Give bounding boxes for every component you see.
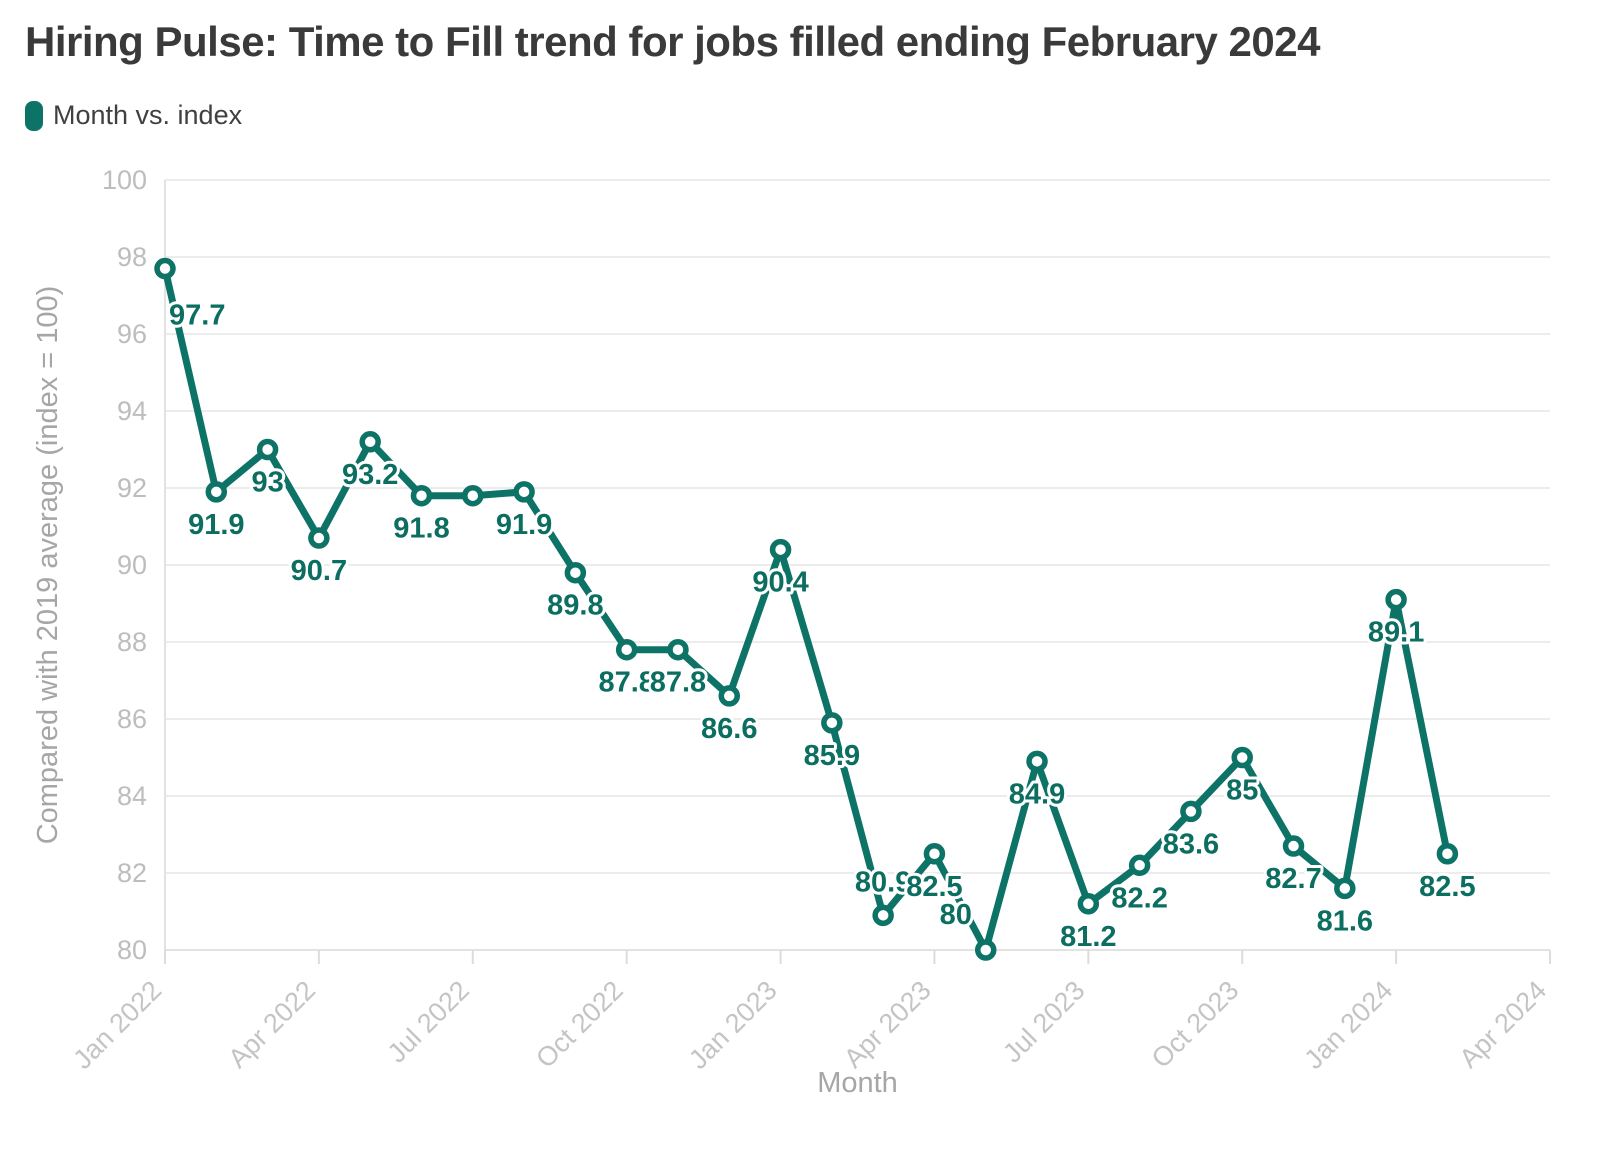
data-point-Mar-2022[interactable] <box>256 438 279 461</box>
point-label-Nov-2022: 87.8 <box>650 667 706 699</box>
data-point-May-2022[interactable] <box>359 431 381 453</box>
data-point-Jun-2022[interactable] <box>410 484 433 507</box>
point-label-Dec-2022: 86.6 <box>701 713 757 745</box>
y-tick-label-86: 86 <box>117 704 147 734</box>
data-point-Jan-2022[interactable] <box>154 257 176 280</box>
data-point-May-2023[interactable] <box>974 939 997 961</box>
y-tick-label-100: 100 <box>102 165 147 195</box>
x-tick-label-Jan-2024: Jan 2024 <box>1299 975 1399 1075</box>
legend-item[interactable]: Month vs. index <box>25 100 242 131</box>
x-tick-label-Jan-2023: Jan 2023 <box>683 975 783 1075</box>
data-point-Mar-2023[interactable] <box>872 904 894 927</box>
data-point-Nov-2022[interactable] <box>667 638 689 661</box>
data-point-Jul-2023[interactable] <box>1077 893 1100 915</box>
data-point-Dec-2022[interactable] <box>718 685 741 707</box>
x-tick-label-Jul-2022: Jul 2022 <box>382 975 475 1068</box>
data-point-Jan-2024[interactable] <box>1385 588 1407 611</box>
x-tick-label-Apr-2023: Apr 2023 <box>838 975 937 1074</box>
y-tick-label-82: 82 <box>117 858 147 888</box>
point-label-Oct-2023: 85 <box>1226 775 1258 807</box>
y-tick-label-98: 98 <box>117 242 147 272</box>
legend-swatch-icon <box>25 100 43 131</box>
point-label-Jul-2023: 81.2 <box>1060 921 1116 953</box>
chart-title: Hiring Pulse: Time to Fill trend for job… <box>25 18 1320 65</box>
data-point-Apr-2023[interactable] <box>923 843 946 865</box>
y-tick-label-92: 92 <box>117 473 147 503</box>
data-point-Feb-2024[interactable] <box>1436 843 1459 865</box>
point-label-Aug-2023: 82.2 <box>1111 882 1167 914</box>
data-point-Oct-2023[interactable] <box>1231 746 1253 769</box>
point-label-Feb-2023: 85.9 <box>804 740 860 772</box>
data-point-Sep-2022[interactable] <box>564 561 587 584</box>
point-label-Aug-2022: 91.9 <box>496 509 552 541</box>
data-point-Dec-2023[interactable] <box>1334 877 1356 900</box>
y-tick-label-80: 80 <box>117 935 147 965</box>
x-tick-label-Oct-2023: Oct 2023 <box>1146 975 1245 1074</box>
data-point-Oct-2022[interactable] <box>615 638 638 661</box>
point-label-Oct-2022: 87.8 <box>598 667 654 699</box>
point-label-Jan-2022: 97.7 <box>169 300 225 332</box>
point-label-Mar-2023: 80.9 <box>855 866 911 898</box>
data-point-Nov-2023[interactable] <box>1282 835 1305 857</box>
point-label-Sep-2022: 89.8 <box>547 590 603 622</box>
point-label-Jun-2022: 91.8 <box>393 513 449 545</box>
data-point-Feb-2022[interactable] <box>205 481 228 503</box>
point-label-Feb-2022: 91.9 <box>188 509 244 541</box>
data-point-Jul-2022[interactable] <box>462 484 484 507</box>
point-label-Dec-2023: 81.6 <box>1317 905 1373 937</box>
point-label-Jan-2023: 90.4 <box>752 567 808 599</box>
point-label-Jun-2023: 84.9 <box>1009 778 1065 810</box>
data-point-Sep-2023[interactable] <box>1180 800 1202 823</box>
point-label-Apr-2023: 82.5 <box>906 871 962 903</box>
x-tick-label-Oct-2022: Oct 2022 <box>530 975 629 1074</box>
y-tick-label-96: 96 <box>117 319 147 349</box>
data-point-Aug-2022[interactable] <box>513 481 535 503</box>
data-point-Jun-2023[interactable] <box>1026 750 1048 773</box>
data-point-Jan-2023[interactable] <box>769 538 792 561</box>
point-label-May-2023: 80 <box>940 899 972 931</box>
point-label-May-2022: 93.2 <box>342 459 398 491</box>
point-label-Nov-2023: 82.7 <box>1265 863 1321 895</box>
y-tick-label-88: 88 <box>117 627 147 657</box>
data-point-Aug-2023[interactable] <box>1128 854 1151 877</box>
y-tick-label-84: 84 <box>117 781 147 811</box>
data-point-Apr-2022[interactable] <box>308 527 330 549</box>
legend-label: Month vs. index <box>53 100 243 130</box>
y-axis-title: Compared with 2019 average (index = 100) <box>32 286 64 845</box>
point-label-Apr-2022: 90.7 <box>291 555 347 587</box>
y-tick-label-90: 90 <box>117 550 147 580</box>
x-tick-label-Jan-2022: Jan 2022 <box>67 975 167 1075</box>
x-axis-title: Month <box>817 1067 898 1099</box>
point-label-Mar-2022: 93 <box>251 467 283 499</box>
data-point-Feb-2023[interactable] <box>821 712 843 734</box>
series-line-month-vs-index <box>161 265 1451 954</box>
point-label-Jan-2024: 89.1 <box>1368 617 1424 649</box>
point-label-Sep-2023: 83.6 <box>1163 828 1219 860</box>
x-tick-label-Apr-2022: Apr 2022 <box>222 975 321 1074</box>
y-tick-label-94: 94 <box>117 396 147 426</box>
x-tick-label-Jul-2023: Jul 2023 <box>997 975 1090 1068</box>
point-label-Feb-2024: 82.5 <box>1419 871 1475 903</box>
x-tick-label-Apr-2024: Apr 2024 <box>1454 975 1553 1074</box>
